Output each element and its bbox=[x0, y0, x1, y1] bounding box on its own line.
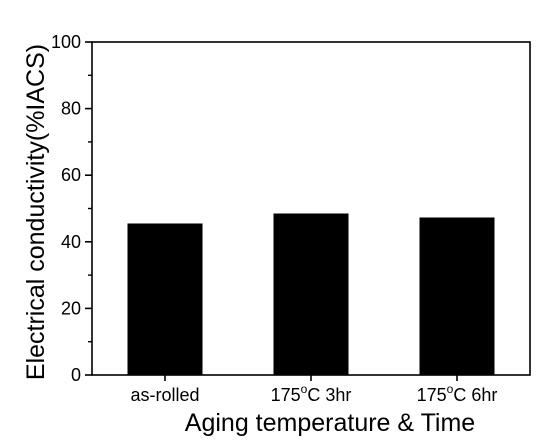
x-axis-title: Aging temperature & Time bbox=[185, 409, 475, 437]
y-tick-label-3: 60 bbox=[61, 165, 81, 185]
x-tick-label-1: 175oC 3hr bbox=[271, 382, 352, 405]
y-tick-label-1: 20 bbox=[61, 298, 81, 318]
bar-1 bbox=[273, 213, 349, 375]
y-tick-label-0: 0 bbox=[71, 365, 81, 385]
x-tick-label-0: as-rolled bbox=[130, 385, 199, 405]
y-tick-label-5: 100 bbox=[51, 32, 81, 52]
x-tick-label-2: 175oC 6hr bbox=[417, 382, 498, 405]
y-axis-title: Electrical conductivity(%IACS) bbox=[22, 44, 50, 380]
bar-2 bbox=[419, 217, 495, 375]
y-tick-label-4: 80 bbox=[61, 99, 81, 119]
x-ticks-group: as-rolled 175oC 3hr 175oC 6hr bbox=[130, 375, 497, 405]
y-tick-label-2: 40 bbox=[61, 232, 81, 252]
bar-0 bbox=[127, 223, 203, 375]
y-ticks-group: 0 20 40 60 80 100 bbox=[51, 32, 92, 385]
bars-group bbox=[127, 213, 495, 375]
